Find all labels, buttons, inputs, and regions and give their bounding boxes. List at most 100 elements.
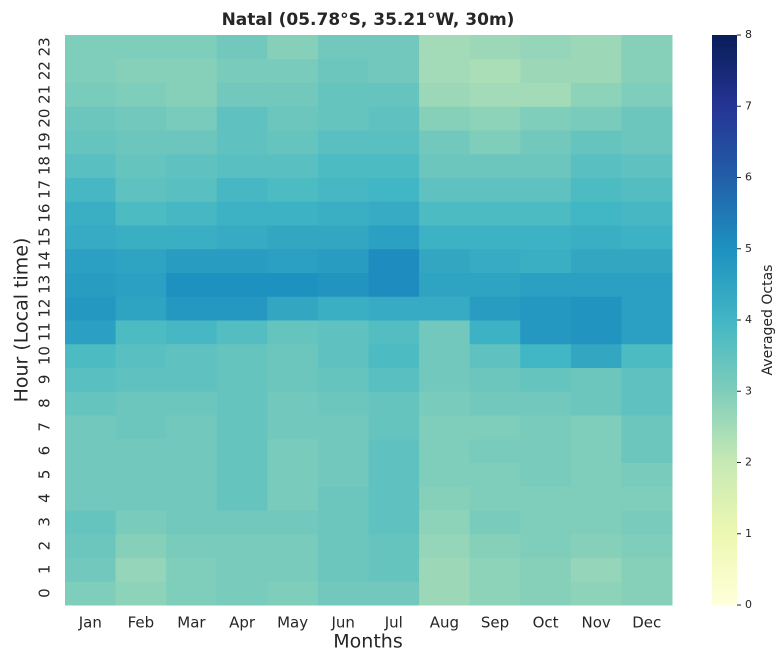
heat-cell <box>570 153 622 178</box>
heat-cell <box>216 557 268 582</box>
heat-cell <box>469 367 521 392</box>
heat-cell <box>166 177 218 202</box>
heat-cell <box>621 438 673 463</box>
heat-cell <box>570 510 622 535</box>
heat-cell <box>267 296 319 321</box>
heat-cell <box>317 225 369 250</box>
heat-cell <box>368 106 420 131</box>
heat-cell <box>520 510 572 535</box>
heat-cell <box>317 486 369 511</box>
heat-cell <box>570 106 622 131</box>
heat-cell <box>469 486 521 511</box>
heat-cell <box>166 391 218 416</box>
heat-cell <box>469 272 521 297</box>
heat-cell <box>469 581 521 606</box>
heat-cell <box>65 106 117 131</box>
heat-cell <box>621 533 673 558</box>
heat-cell <box>570 201 622 226</box>
y-tick-label: 23 <box>36 37 54 56</box>
heat-cell <box>368 320 420 345</box>
heat-cell <box>216 58 268 83</box>
heat-cell <box>65 82 117 107</box>
heat-cell <box>216 581 268 606</box>
heat-cell <box>520 35 572 60</box>
x-tick-label: Nov <box>581 614 610 632</box>
heat-cell <box>520 581 572 606</box>
heat-cell <box>317 35 369 60</box>
heat-cell <box>216 177 268 202</box>
heat-cell <box>115 533 167 558</box>
heat-cell <box>621 58 673 83</box>
heat-cell <box>216 225 268 250</box>
heat-cell <box>570 533 622 558</box>
heat-cell <box>216 510 268 535</box>
heat-cell <box>570 248 622 273</box>
heat-cell <box>419 58 471 83</box>
heat-cell <box>368 581 420 606</box>
heat-cell <box>166 201 218 226</box>
heat-cell <box>115 320 167 345</box>
y-tick-label: 16 <box>36 204 54 223</box>
heat-cell <box>621 367 673 392</box>
heat-cell <box>65 581 117 606</box>
heat-cell <box>469 35 521 60</box>
heat-cell <box>216 153 268 178</box>
heat-cell <box>166 225 218 250</box>
heat-cell <box>216 248 268 273</box>
y-tick-label: 13 <box>36 275 54 294</box>
heat-cell <box>65 510 117 535</box>
heat-cell <box>216 486 268 511</box>
heat-cell <box>368 153 420 178</box>
heat-cell <box>216 438 268 463</box>
y-tick-label: 6 <box>36 446 54 456</box>
heat-cell <box>621 296 673 321</box>
heat-cell <box>419 415 471 440</box>
y-tick-label: 5 <box>36 470 54 480</box>
heat-cell <box>469 510 521 535</box>
y-axis-label: Hour (Local time) <box>11 238 33 403</box>
heat-cell <box>115 35 167 60</box>
heat-cell <box>368 82 420 107</box>
x-tick-label: Jun <box>330 614 354 632</box>
heat-cell <box>166 130 218 155</box>
heat-cell <box>621 581 673 606</box>
heat-cell <box>419 391 471 416</box>
heat-cell <box>267 35 319 60</box>
colorbar-tick-label: 4 <box>745 313 752 326</box>
heat-cell <box>216 130 268 155</box>
heat-cell <box>520 320 572 345</box>
heat-cell <box>570 391 622 416</box>
heat-cell <box>469 225 521 250</box>
heat-cell <box>469 177 521 202</box>
heat-cell <box>419 153 471 178</box>
heat-cell <box>520 533 572 558</box>
heat-cell <box>368 343 420 368</box>
heat-cell <box>267 320 319 345</box>
heat-cell <box>621 391 673 416</box>
colorbar-tick-label: 2 <box>745 456 752 469</box>
heat-cell <box>520 367 572 392</box>
x-tick-label: Mar <box>177 614 206 632</box>
heat-cell <box>267 510 319 535</box>
heat-cell <box>621 177 673 202</box>
heat-cell <box>368 510 420 535</box>
heat-cell <box>65 486 117 511</box>
heat-cell <box>419 533 471 558</box>
heat-cell <box>469 415 521 440</box>
heat-cell <box>65 177 117 202</box>
heat-cell <box>520 486 572 511</box>
heat-cell <box>115 248 167 273</box>
heat-cell <box>65 130 117 155</box>
heat-cell <box>419 320 471 345</box>
heat-cell <box>419 248 471 273</box>
heat-cell <box>368 486 420 511</box>
heat-cell <box>65 225 117 250</box>
heat-cell <box>570 438 622 463</box>
x-tick-label: Oct <box>533 614 559 632</box>
heat-cell <box>621 320 673 345</box>
heat-cell <box>469 320 521 345</box>
heat-cell <box>166 533 218 558</box>
y-tick-label: 0 <box>36 588 54 598</box>
y-tick-label: 2 <box>36 541 54 551</box>
heat-cell <box>469 106 521 131</box>
